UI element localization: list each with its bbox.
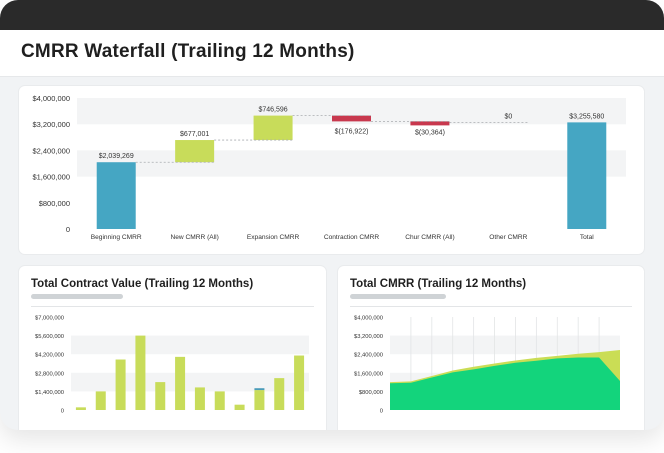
waterfall-data-label: $677,001 — [180, 131, 209, 138]
cmrr-ytick-label: 0 — [380, 409, 383, 415]
waterfall-category-label: Other CMRR — [489, 234, 527, 241]
waterfall-bar — [175, 140, 215, 163]
tcv-band — [71, 372, 309, 392]
cmrr-ytick-label: $3,200,000 — [354, 334, 383, 340]
waterfall-ytick-label: 0 — [66, 225, 70, 234]
total-cmrr-card: Total CMRR (Trailing 12 Months) 0 $800,00… — [338, 266, 644, 430]
waterfall-band — [77, 202, 626, 229]
cmrr-ytick-label: $2,400,000 — [354, 353, 383, 359]
cmrr-area — [390, 357, 620, 410]
waterfall-ytick-label: $2,400,000 — [32, 146, 70, 155]
waterfall-data-label: $746,596 — [258, 107, 287, 114]
waterfall-category-label: Beginning CMRR — [91, 234, 142, 241]
waterfall-band — [77, 150, 626, 177]
tcv-ytick-label: $7,000,000 — [35, 316, 64, 322]
tcv-bar-secondary — [254, 388, 265, 391]
tcv-bar — [95, 391, 106, 410]
tcv-bar — [194, 387, 205, 410]
tcv-bar — [175, 356, 186, 410]
tcv-bar — [155, 382, 166, 410]
waterfall-card: 0 $800,000 $1,600,000 $2,400,000 $3,200,000 $… — [19, 86, 644, 254]
waterfall-data-label: $0 — [504, 113, 512, 120]
waterfall-ytick-label: $1,600,000 — [32, 173, 70, 182]
tcv-bar — [75, 407, 86, 410]
waterfall-chart[interactable]: 0 $800,000 $1,600,000 $2,400,000 $3,200,000 $… — [19, 86, 644, 254]
waterfall-ytick-label: $3,200,000 — [32, 120, 70, 129]
tcv-ytick-label: $4,200,000 — [35, 353, 64, 359]
tcv-bar — [115, 359, 126, 410]
waterfall-data-label: $2,039,269 — [99, 153, 134, 160]
waterfall-category-label: New CMRR (All) — [170, 234, 218, 241]
contract-value-chart[interactable]: 0 $1,400,000 $2,800,000 $4,200,000 $5,600,00… — [19, 311, 326, 430]
contract-value-subtitle-placeholder — [31, 294, 123, 299]
waterfall-bar — [332, 115, 371, 122]
waterfall-bar — [567, 122, 607, 229]
waterfall-data-label: $(30,364) — [415, 129, 445, 136]
cmrr-ytick-label: $1,600,000 — [354, 371, 383, 377]
total-cmrr-divider — [350, 306, 632, 307]
total-cmrr-subtitle-placeholder — [350, 294, 446, 299]
page-title: CMRR Waterfall (Trailing 12 Months) — [21, 41, 355, 62]
waterfall-category-label: Contraction CMRR — [324, 234, 380, 241]
waterfall-ytick-label: $800,000 — [39, 199, 70, 208]
waterfall-bar — [96, 162, 136, 229]
page-header: CMRR Waterfall (Trailing 12 Months) — [0, 30, 664, 77]
waterfall-category-label: Expansion CMRR — [247, 234, 300, 241]
tcv-ytick-label: $2,800,000 — [35, 371, 64, 377]
tcv-ytick-label: $1,400,000 — [35, 390, 64, 396]
tcv-bar — [254, 390, 265, 410]
tcv-bar — [274, 378, 285, 410]
tcv-ytick-label: $5,600,000 — [35, 334, 64, 340]
waterfall-data-label: $(176,922) — [335, 128, 369, 135]
contract-value-card: Total Contract Value (Trailing 12 Months… — [19, 266, 326, 430]
waterfall-category-label: Total — [580, 234, 594, 241]
cmrr-band — [390, 335, 620, 355]
tcv-ytick-label: 0 — [61, 409, 64, 415]
waterfall-bar — [410, 121, 450, 126]
tcv-bar — [214, 391, 225, 410]
cmrr-ytick-label: $800,000 — [359, 390, 383, 396]
total-cmrr-chart[interactable]: 0 $800,000 $1,600,000 $2,400,000 $3,200,000 $… — [338, 311, 644, 430]
cmrr-ytick-label: $4,000,000 — [354, 316, 383, 322]
waterfall-data-label: $3,255,580 — [569, 113, 604, 120]
window-top-bar — [0, 0, 664, 30]
total-cmrr-title: Total CMRR (Trailing 12 Months) — [350, 278, 527, 290]
tcv-bar — [135, 335, 146, 410]
contract-value-divider — [31, 306, 314, 307]
contract-value-title: Total Contract Value (Trailing 12 Months… — [31, 278, 254, 290]
waterfall-bar — [253, 115, 293, 141]
app-window: CMRR Waterfall (Trailing 12 Months) 0 $80… — [0, 0, 664, 430]
tcv-bar — [294, 355, 305, 410]
tcv-bar — [234, 404, 245, 410]
waterfall-ytick-label: $4,000,000 — [32, 94, 70, 103]
waterfall-category-label: Chur CMRR (All) — [405, 234, 454, 241]
tcv-band — [71, 335, 309, 355]
